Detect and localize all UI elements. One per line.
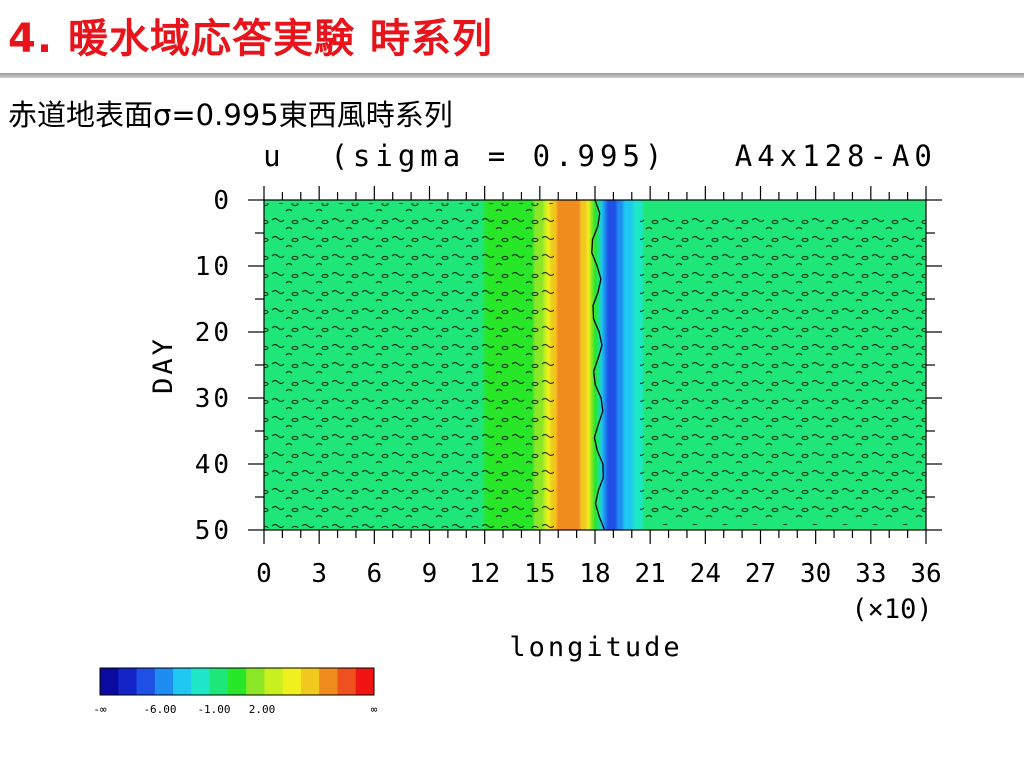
colorbar-swatch bbox=[355, 668, 375, 695]
x-ticks bbox=[263, 186, 927, 544]
colorbar-swatch bbox=[337, 668, 357, 695]
x-tick-label: 12 bbox=[469, 559, 500, 589]
noise-contours-left bbox=[264, 203, 554, 528]
x-tick-label: 30 bbox=[800, 559, 831, 589]
y-tick-labels: 0 10 20 30 40 50 bbox=[195, 186, 232, 546]
noise-contours-right bbox=[640, 215, 926, 525]
colorbar-labels: -∞ -6.00 -1.00 2.00 ∞ bbox=[93, 703, 377, 716]
colorbar-label: -∞ bbox=[93, 703, 107, 716]
chart-title: u (sigma = 0.995) A4x128-A0 bbox=[263, 139, 937, 173]
y-axis-label: DAY bbox=[148, 336, 179, 394]
y-ticks bbox=[248, 199, 942, 531]
x-tick-label: 3 bbox=[311, 559, 327, 589]
x-tick-label: 36 bbox=[910, 559, 941, 589]
colorbar-swatch bbox=[246, 668, 265, 695]
zero-contour bbox=[591, 199, 606, 531]
x-tick-label: 18 bbox=[579, 559, 610, 589]
x-axis-label: longitude bbox=[509, 632, 682, 663]
colorbar-swatch bbox=[154, 668, 174, 695]
y-tick-label: 0 bbox=[213, 186, 232, 216]
slide-title: 4. 暖水域応答実験 時系列 bbox=[8, 16, 493, 62]
y-tick-label: 50 bbox=[195, 516, 232, 546]
x-tick-label: 27 bbox=[745, 559, 776, 589]
colorbar-frame bbox=[99, 667, 375, 696]
colorbar-swatch bbox=[100, 668, 119, 695]
colorbar-label: -6.00 bbox=[143, 703, 176, 716]
colorbar-swatch bbox=[136, 668, 156, 695]
x-tick-label: 15 bbox=[524, 559, 555, 589]
zero-contour-line bbox=[591, 199, 606, 531]
colorbar-swatch bbox=[319, 668, 338, 695]
y-tick-label: 40 bbox=[195, 450, 232, 480]
colorbar-swatch bbox=[173, 668, 192, 695]
x-tick-labels: 0 3 6 9 12 15 18 21 24 27 30 33 36 bbox=[256, 559, 941, 589]
x-tick-label: 21 bbox=[635, 559, 666, 589]
x-tick-label: 9 bbox=[422, 559, 438, 589]
x-tick-label: 33 bbox=[855, 559, 886, 589]
y-tick-label: 20 bbox=[195, 318, 232, 348]
colorbar-swatch bbox=[227, 668, 247, 695]
colorbar-label: -1.00 bbox=[197, 703, 230, 716]
x-scale-note: (×10) bbox=[851, 594, 932, 625]
slide-subtitle: 赤道地表面σ=0.995東西風時系列 bbox=[8, 98, 453, 132]
x-tick-label: 24 bbox=[690, 559, 721, 589]
colorbar-label: 2.00 bbox=[249, 703, 276, 716]
colorbar-swatch bbox=[264, 668, 284, 695]
colorbar bbox=[99, 667, 375, 696]
y-tick-label: 10 bbox=[195, 252, 232, 282]
y-tick-label: 30 bbox=[195, 384, 232, 414]
colorbar-swatch bbox=[300, 668, 320, 695]
x-tick-label: 6 bbox=[367, 559, 383, 589]
colorbar-swatch bbox=[118, 668, 138, 695]
x-tick-label: 0 bbox=[256, 559, 272, 589]
colorbar-label: ∞ bbox=[371, 703, 378, 716]
colorbar-swatch bbox=[191, 668, 211, 695]
title-divider bbox=[0, 73, 1024, 78]
colorbar-swatch bbox=[282, 668, 302, 695]
colorbar-swatch bbox=[209, 668, 229, 695]
